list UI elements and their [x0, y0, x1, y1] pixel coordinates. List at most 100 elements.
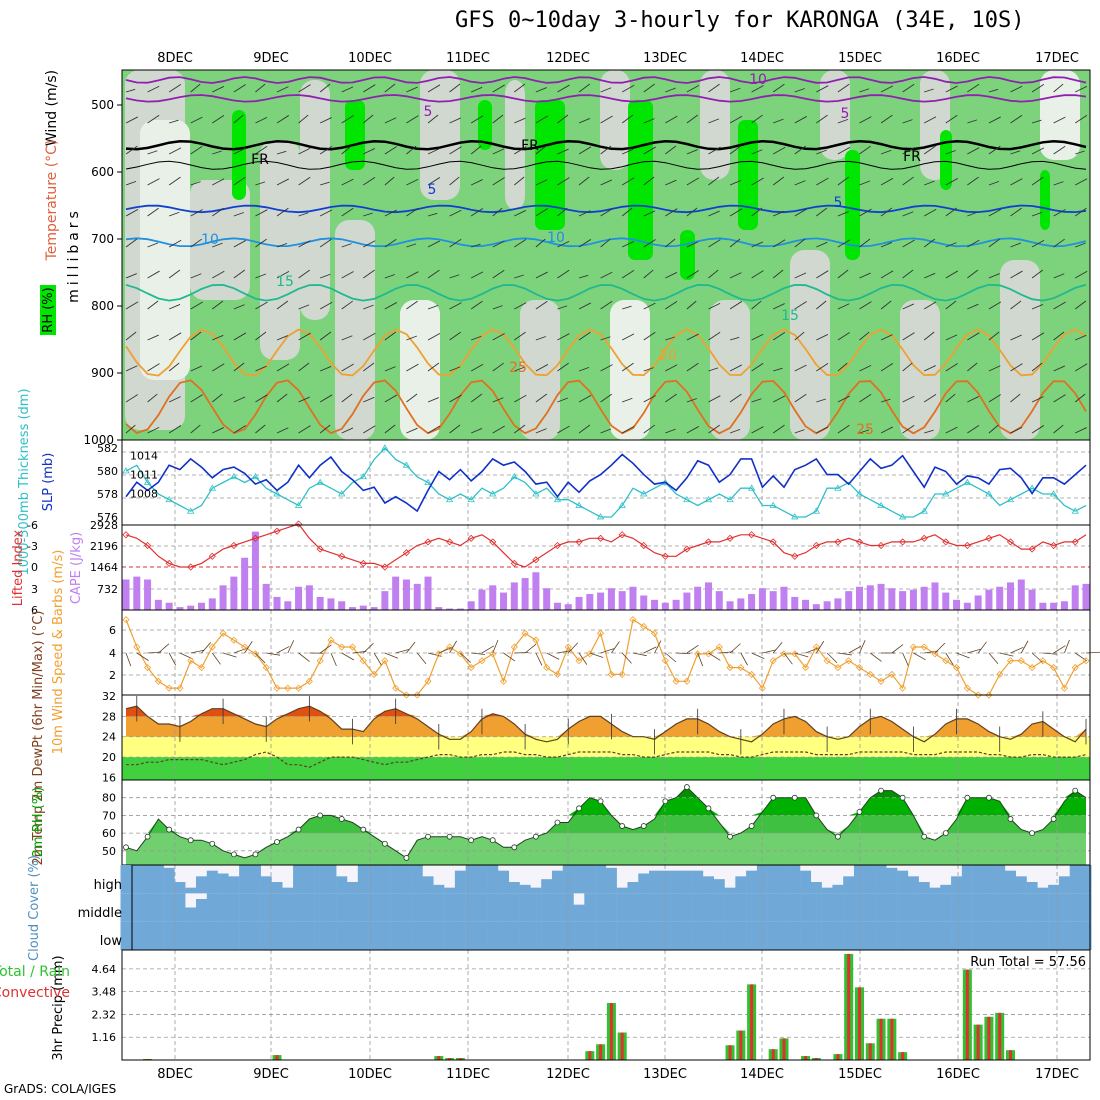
wind-barb [816, 241, 828, 248]
legend-total-rain: Total / Rain [0, 964, 70, 980]
cloud-cell-low [778, 921, 790, 950]
cloud-cell-middle [163, 893, 175, 922]
wind-barb [427, 269, 440, 279]
wind-barb [406, 145, 417, 155]
cape-bar [198, 602, 206, 610]
wind-barb [341, 335, 353, 341]
wind-barb [967, 362, 978, 372]
thickness-point [791, 513, 799, 520]
thickness-point [855, 490, 864, 497]
cape-bar [359, 605, 367, 610]
wind-barb [772, 146, 786, 155]
cape-bar [1060, 601, 1068, 610]
cloud-cell-low [185, 921, 197, 950]
wind-barb-10m [934, 642, 946, 654]
wind-barb-10m [611, 641, 620, 654]
wind-barb [816, 398, 826, 403]
wind-speed-point [1071, 664, 1079, 672]
wind-barb [233, 84, 246, 93]
wind-speed-point [877, 677, 885, 685]
cloud-cell-low [940, 921, 952, 950]
wind-barb [751, 398, 762, 403]
cloud-cell-middle [940, 893, 952, 922]
wind-barb [212, 393, 223, 403]
wind-barb [470, 115, 484, 124]
xs-ytick-label-2: 700 [91, 232, 114, 246]
wind-barb [470, 208, 484, 217]
wind-barb [190, 273, 202, 279]
wind-barb-10m [1020, 640, 1029, 654]
wind-barb [924, 429, 934, 434]
wind-barb [190, 116, 203, 124]
wind-barb [859, 145, 871, 155]
lifted-index-point [316, 545, 324, 553]
wind-barb [427, 177, 441, 186]
cloud-cell-high [152, 865, 164, 894]
li-ylabel: Lifted Index [11, 529, 26, 606]
cloud-cell-low [454, 921, 466, 950]
cloud-cell-high [605, 867, 617, 894]
wind-barb [708, 395, 721, 403]
wind-barb [772, 176, 785, 186]
wind-barb [665, 208, 678, 217]
wind-barb [902, 119, 913, 124]
wind-speed-point [144, 664, 152, 672]
rh2m-point [511, 844, 518, 851]
wind-barb [320, 273, 331, 279]
wind-barb [255, 273, 266, 279]
lifted-index-point [597, 534, 605, 542]
cloud-cell-middle [994, 893, 1006, 922]
wind-barb [794, 429, 805, 434]
cape-bar [349, 607, 357, 610]
lifted-index-point [640, 541, 648, 550]
wind-barb [492, 397, 504, 403]
wind-barb [212, 334, 224, 341]
wind-barb [492, 84, 505, 93]
wind-barb-10m [244, 641, 253, 654]
wind-barb [212, 178, 225, 186]
wind-barb [837, 176, 850, 186]
wind-barb [1053, 365, 1066, 372]
cloud-cell-low [444, 921, 456, 950]
wind-barb [708, 424, 720, 434]
wind-barb [794, 180, 806, 186]
cloud-cell-low [735, 921, 747, 950]
wind-barb [406, 115, 419, 124]
contour-label-13: 20 [659, 348, 677, 364]
thickness-point [1071, 507, 1079, 514]
wind-barb-10m [783, 652, 793, 665]
wind-barb [837, 83, 850, 93]
cape-bar [888, 588, 896, 610]
wind-barb-10m [794, 652, 809, 658]
thickness-point [532, 490, 540, 497]
cloud-cell-high [972, 865, 984, 894]
rh2m-ytick-2: 70 [102, 809, 116, 822]
rh2m-point [489, 837, 496, 844]
cloud-cell-low [249, 921, 261, 950]
cape-bar [920, 586, 928, 610]
cape-bar [402, 579, 410, 610]
cloud-cell-middle [907, 893, 919, 922]
wind-barb [212, 300, 224, 310]
lifted-index-point [812, 541, 820, 550]
wind-barb [449, 302, 462, 310]
cloud-cell-middle [400, 893, 412, 922]
wind-speed-point [402, 691, 411, 699]
wind-barb [298, 84, 311, 93]
cape-bar [780, 586, 788, 610]
cloud-cell-middle [314, 893, 326, 922]
cloud-cell-low [595, 921, 607, 950]
wind-barb [406, 427, 418, 434]
wind-barb-10m [751, 652, 765, 660]
wind-barb [643, 269, 654, 279]
cloud-cell-high [142, 865, 154, 894]
wind-barb-10m [697, 652, 704, 667]
wind-barb [212, 242, 223, 248]
wind-barb [276, 270, 290, 279]
contour-label-8: 10 [201, 232, 219, 248]
wind-barb [729, 115, 743, 124]
cloud-cell-low [692, 921, 704, 950]
wind-barb [212, 150, 222, 155]
lifted-index-point [748, 531, 756, 539]
cloud-cell-middle [692, 893, 704, 922]
